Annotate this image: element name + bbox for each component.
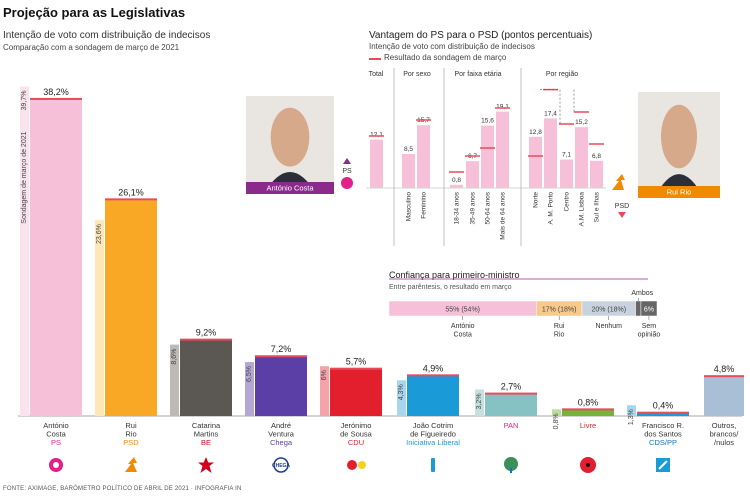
il-icon xyxy=(431,458,435,472)
candidate-name: de Figueiredo xyxy=(410,430,456,439)
candidate-name: Francisco R. xyxy=(642,421,684,430)
vote-bar-value: 5,7% xyxy=(346,357,367,367)
vote-bar xyxy=(105,199,157,416)
vote-bar-top-line xyxy=(330,367,382,370)
vote-bar-value: 9,2% xyxy=(196,328,217,338)
party-name: PS xyxy=(51,438,61,447)
candidate-name: Jerónimo xyxy=(341,421,372,430)
cds-icon-stroke xyxy=(658,460,668,470)
vote-bar xyxy=(562,409,614,416)
march-legend-label: Resultado da sondagem de março xyxy=(384,53,507,62)
march-bar xyxy=(397,380,406,416)
vote-bar-value: 4,8% xyxy=(714,364,735,374)
vote-bar xyxy=(407,375,459,416)
candidate-name: João Cotrim xyxy=(413,421,453,430)
vote-bar-value: 2,7% xyxy=(501,382,522,392)
party-name: CDS/PP xyxy=(649,438,677,447)
vote-bar-value: 0,8% xyxy=(578,397,599,407)
candidate-name: Rio xyxy=(125,430,136,439)
march-bar-label: 4,3% xyxy=(398,384,405,400)
vote-bar-top-line xyxy=(105,198,157,201)
march-bar xyxy=(320,366,329,416)
party-name: PSD xyxy=(123,438,139,447)
party-name: CDU xyxy=(348,438,364,447)
source-note: FONTE: AXIMAGE, BARÓMETRO POLÍTICO DE AB… xyxy=(3,486,242,492)
vote-bar-top-line xyxy=(637,411,689,414)
party-name: Chega xyxy=(270,438,293,447)
march-bar xyxy=(245,362,254,416)
march-bar xyxy=(170,344,179,416)
cdu-hammer-sickle-icon xyxy=(347,460,357,470)
vote-bar xyxy=(180,339,232,416)
march-bar xyxy=(95,220,104,416)
candidate-name: /nulos xyxy=(714,438,734,447)
page-comparison-note: Comparação com a sondagem de março de 20… xyxy=(3,43,180,52)
march-bar xyxy=(627,405,636,416)
vote-bar xyxy=(485,393,537,416)
candidate-name: António xyxy=(43,421,68,430)
vote-bar-value: 7,2% xyxy=(271,344,292,354)
vote-bar-top-line xyxy=(485,392,537,395)
vote-bar-top-line xyxy=(562,408,614,411)
vote-bar-value: 26,1% xyxy=(118,187,144,197)
march-series-label: Sondagem de março de 2021 xyxy=(21,131,28,223)
vote-bar-top-line xyxy=(255,355,307,358)
chega-icon xyxy=(273,457,289,473)
candidate-name: Outros, xyxy=(712,421,737,430)
march-bar-label: 3,2% xyxy=(476,393,483,409)
march-bar-label: 39,7% xyxy=(21,90,28,110)
vote-bar-top-line xyxy=(704,375,744,378)
march-bar xyxy=(475,389,484,416)
psd-arrow-icon xyxy=(125,457,137,472)
livre-poppy-center xyxy=(586,463,590,467)
vote-bar xyxy=(255,356,307,416)
candidate-name: dos Santos xyxy=(644,430,682,439)
be-star-icon xyxy=(198,457,214,473)
page-subtitle: Intenção de voto com distribuição de ind… xyxy=(3,30,211,41)
march-bar-label: 6% xyxy=(321,370,328,380)
vote-bar-value: 4,9% xyxy=(423,363,444,373)
march-legend-swatch xyxy=(369,58,381,60)
march-bar-label: 1,3% xyxy=(628,409,635,425)
confidence-chart-subtitle: Entre parêntesis, o resultado em março xyxy=(389,284,512,291)
cdu-flower-icon xyxy=(358,461,366,469)
lead-chart-subtitle: Intenção de voto com distribuição de ind… xyxy=(369,42,535,51)
march-bar xyxy=(552,409,561,416)
candidate-name: brancos/ xyxy=(710,430,740,439)
vote-bar xyxy=(637,412,689,416)
candidate-name: Rui xyxy=(125,421,137,430)
vote-bar-value: 38,2% xyxy=(43,87,69,97)
candidate-name: Martins xyxy=(194,430,219,439)
candidate-name: Ventura xyxy=(268,430,295,439)
march-bar-label: 23,6% xyxy=(96,224,103,244)
vote-bar-top-line xyxy=(30,97,82,100)
party-name: Livre xyxy=(580,421,596,430)
vote-bar-top-line xyxy=(180,338,232,341)
page-title: Projeção para as Legislativas xyxy=(3,5,186,20)
pan-tree-icon xyxy=(504,457,518,471)
march-bar xyxy=(20,86,29,417)
confidence-chart-title: Confiança para primeiro-ministro xyxy=(389,270,520,280)
candidate-name: de Sousa xyxy=(340,430,373,439)
vote-bar-top-line xyxy=(407,374,459,377)
march-bar-label: 0,8% xyxy=(553,413,560,429)
march-bar-label: 6,5% xyxy=(246,366,253,382)
candidate-name: Costa xyxy=(46,430,66,439)
lead-chart-title: Vantagem do PS para o PSD (pontos percen… xyxy=(369,30,593,41)
candidate-name: Catarina xyxy=(192,421,221,430)
vote-bar xyxy=(30,98,82,416)
march-bar-label: 8,6% xyxy=(171,349,178,365)
party-name: Iniciativa Liberal xyxy=(406,438,460,447)
party-name: BE xyxy=(201,438,211,447)
vote-bar-value: 0,4% xyxy=(653,401,674,411)
vote-bar xyxy=(704,376,744,416)
candidate-name: André xyxy=(271,421,291,430)
party-name: PAN xyxy=(504,421,519,430)
pan-tree-trunk xyxy=(510,468,512,473)
ps-fist-rose-icon-center xyxy=(53,462,59,468)
vote-bar xyxy=(330,368,382,416)
chega-icon-text: CHEGA xyxy=(272,463,290,469)
